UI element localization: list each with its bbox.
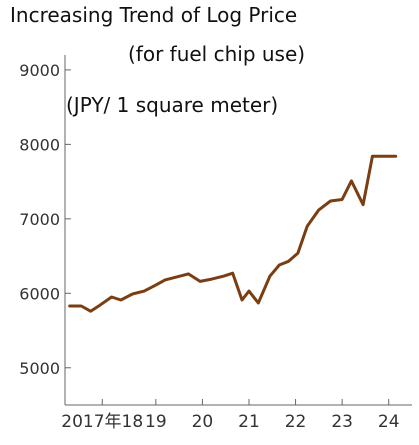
y-tick-label: 6000: [19, 284, 60, 303]
x-tick-label: 22: [285, 412, 307, 432]
x-tick-label: 2017年18: [61, 412, 143, 432]
x-tick-label: 21: [238, 412, 260, 432]
axes: [64, 55, 412, 406]
series-line-0: [68, 154, 398, 313]
x-tick-label: 24: [378, 412, 400, 432]
y-axis-label: (JPY/ 1 square meter): [66, 93, 279, 117]
y-tick-label: 5000: [19, 359, 60, 378]
plot-area: [68, 154, 398, 313]
y-tick-label: 7000: [19, 210, 60, 229]
x-tick-label: 23: [331, 412, 353, 432]
y-tick-label: 9000: [19, 61, 60, 80]
chart-title: Increasing Trend of Log Price: [10, 3, 298, 27]
y-tick-label: 8000: [19, 135, 60, 154]
x-ticks: 2017年18 19 20 21 22 23 24: [61, 399, 400, 432]
chart-subtitle: (for fuel chip use): [128, 42, 306, 66]
x-tick-label: 19: [145, 412, 167, 432]
y-ticks: 5000 6000 7000 8000 9000: [19, 61, 71, 378]
x-tick-label: 20: [192, 412, 214, 432]
